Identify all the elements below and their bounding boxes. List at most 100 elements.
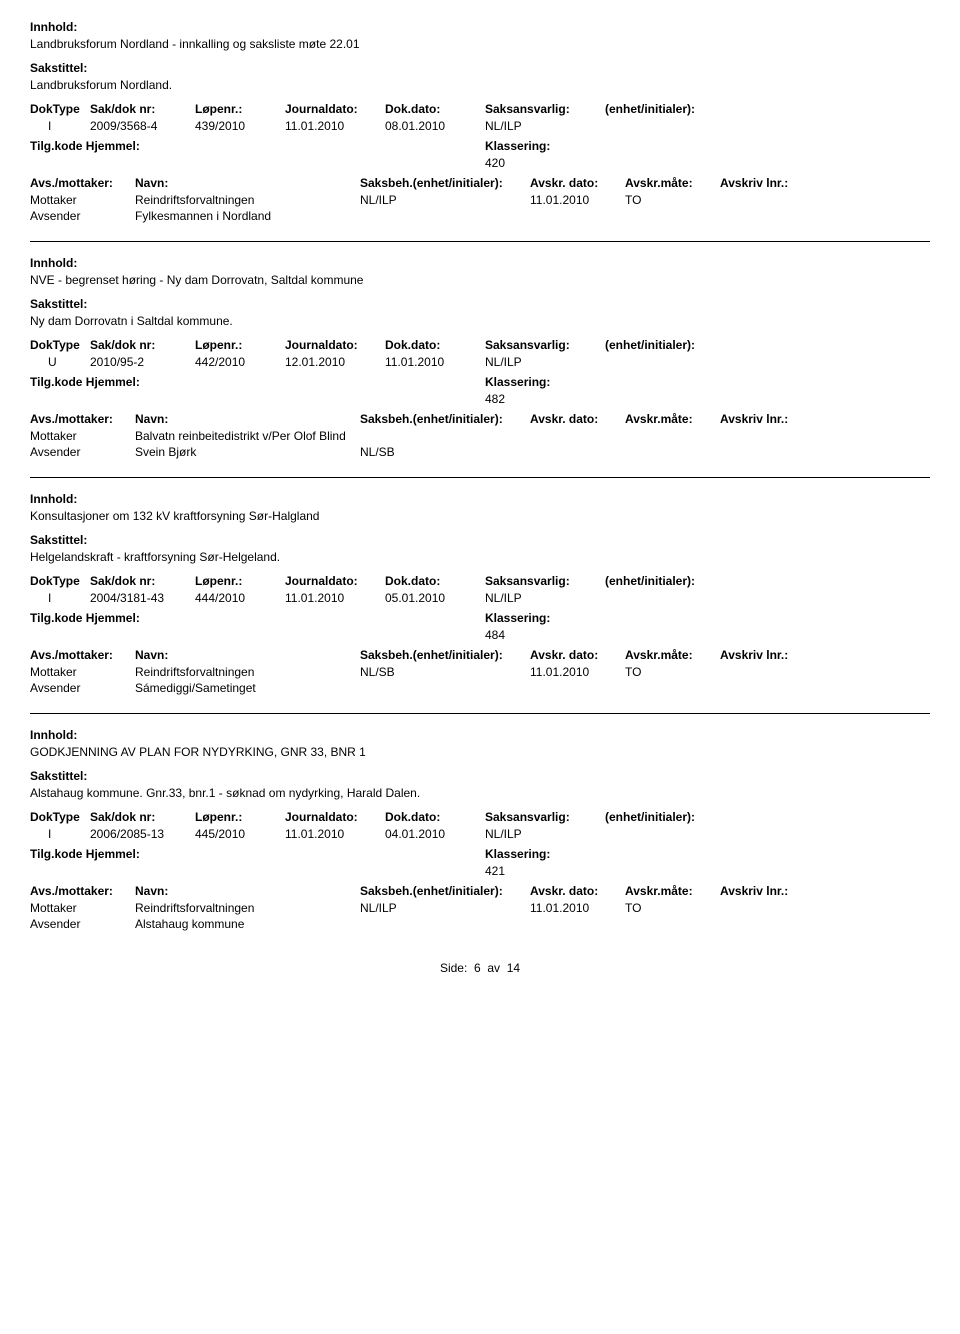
avsmot-row: AvsenderSámediggi/Sametinget <box>30 681 930 695</box>
party-navn: Balvatn reinbeitedistrikt v/Per Olof Bli… <box>135 429 360 443</box>
party-role: Avsender <box>30 681 135 695</box>
avskrmate-label: Avskr.måte: <box>625 412 720 426</box>
saksansvarlig-header: Saksansvarlig: <box>485 338 605 352</box>
avsmot-label: Avs./mottaker: <box>30 648 135 662</box>
lopenr-header: Løpenr.: <box>195 810 285 824</box>
navn-label: Navn: <box>135 648 360 662</box>
party-saksbeh: NL/ILP <box>360 901 530 915</box>
party-saksbeh: NL/ILP <box>360 193 530 207</box>
saksbeh-label: Saksbeh.(enhet/initialer): <box>360 412 530 426</box>
party-role: Mottaker <box>30 665 135 679</box>
navn-label: Navn: <box>135 412 360 426</box>
doktype-value: I <box>30 591 90 605</box>
avskrmate-label: Avskr.måte: <box>625 176 720 190</box>
party-role: Avsender <box>30 445 135 459</box>
party-saksbeh <box>360 681 530 695</box>
record-separator <box>30 713 930 714</box>
dokdato-value: 04.01.2010 <box>385 827 485 841</box>
saksansvarlig-value: NL/ILP <box>485 591 605 605</box>
avsmot-header-row: Avs./mottaker:Navn:Saksbeh.(enhet/initia… <box>30 648 930 662</box>
lopenr-value: 442/2010 <box>195 355 285 369</box>
innhold-text: NVE - begrenset høring - Ny dam Dorrovat… <box>30 273 930 287</box>
footer-page: 6 <box>474 961 481 975</box>
tilgkode-hjemmel-label: Tilg.kode Hjemmel: <box>30 847 185 861</box>
dokdato-value: 08.01.2010 <box>385 119 485 133</box>
journal-record: Innhold:Konsultasjoner om 132 kV kraftfo… <box>30 492 930 695</box>
tilgkode-hjemmel-label: Tilg.kode Hjemmel: <box>30 375 185 389</box>
party-avskrmate <box>625 681 720 695</box>
enhet-header: (enhet/initialer): <box>605 102 755 116</box>
innhold-label: Innhold: <box>30 256 930 270</box>
klassering-value: 420 <box>30 156 930 170</box>
party-avskrdato: 11.01.2010 <box>530 901 625 915</box>
sakdok-header: Sak/dok nr: <box>90 338 195 352</box>
avsmot-header-row: Avs./mottaker:Navn:Saksbeh.(enhet/initia… <box>30 884 930 898</box>
sakstittel-label: Sakstittel: <box>30 533 930 547</box>
sakstittel-text: Landbruksforum Nordland. <box>30 78 930 92</box>
saksbeh-label: Saksbeh.(enhet/initialer): <box>360 648 530 662</box>
party-navn: Reindriftsforvaltningen <box>135 193 360 207</box>
lopenr-header: Løpenr.: <box>195 574 285 588</box>
footer-side-label: Side: <box>440 961 467 975</box>
avskrlnr-label: Avskriv lnr.: <box>720 648 810 662</box>
party-avskrmate <box>625 209 720 223</box>
party-navn: Sámediggi/Sametinget <box>135 681 360 695</box>
journaldato-value: 12.01.2010 <box>285 355 385 369</box>
innhold-text: Landbruksforum Nordland - innkalling og … <box>30 37 930 51</box>
journaldato-value: 11.01.2010 <box>285 827 385 841</box>
avsmot-label: Avs./mottaker: <box>30 176 135 190</box>
sakstittel-label: Sakstittel: <box>30 297 930 311</box>
party-avskrmate <box>625 917 720 931</box>
doktype-value: I <box>30 827 90 841</box>
innhold-text: GODKJENNING AV PLAN FOR NYDYRKING, GNR 3… <box>30 745 930 759</box>
sakdok-header: Sak/dok nr: <box>90 810 195 824</box>
party-avskrmate: TO <box>625 665 720 679</box>
doktype-header: DokType <box>30 810 90 824</box>
avsmot-row: MottakerBalvatn reinbeitedistrikt v/Per … <box>30 429 930 443</box>
avskrmate-label: Avskr.måte: <box>625 648 720 662</box>
meta-header-row: DokTypeSak/dok nr:Løpenr.:Journaldato:Do… <box>30 810 930 824</box>
meta-value-row: I2006/2085-13445/201011.01.201004.01.201… <box>30 827 930 841</box>
sakdok-value: 2004/3181-43 <box>90 591 195 605</box>
avsmot-row: AvsenderSvein BjørkNL/SB <box>30 445 930 459</box>
party-saksbeh: NL/SB <box>360 665 530 679</box>
saksbeh-label: Saksbeh.(enhet/initialer): <box>360 884 530 898</box>
meta-value-row: U2010/95-2442/201012.01.201011.01.2010NL… <box>30 355 930 369</box>
avsmot-header-row: Avs./mottaker:Navn:Saksbeh.(enhet/initia… <box>30 412 930 426</box>
avsmot-row: MottakerReindriftsforvaltningenNL/ILP11.… <box>30 901 930 915</box>
party-avskrmate: TO <box>625 193 720 207</box>
innhold-label: Innhold: <box>30 728 930 742</box>
klassering-value: 484 <box>30 628 930 642</box>
sakdok-value: 2006/2085-13 <box>90 827 195 841</box>
journal-record: Innhold: GODKJENNING AV PLAN FOR NYDYRKIN… <box>30 728 930 931</box>
party-saksbeh <box>360 209 530 223</box>
saksansvarlig-value: NL/ILP <box>485 355 605 369</box>
meta-header-row: DokTypeSak/dok nr:Løpenr.:Journaldato:Do… <box>30 102 930 116</box>
meta-header-row: DokTypeSak/dok nr:Løpenr.:Journaldato:Do… <box>30 574 930 588</box>
innhold-label: Innhold: <box>30 20 930 34</box>
avsmot-row: MottakerReindriftsforvaltningenNL/ILP11.… <box>30 193 930 207</box>
lopenr-header: Løpenr.: <box>195 338 285 352</box>
dokdato-header: Dok.dato: <box>385 102 485 116</box>
doktype-value: U <box>30 355 90 369</box>
tilg-row: Tilg.kode Hjemmel:Klassering: <box>30 375 930 389</box>
saksansvarlig-header: Saksansvarlig: <box>485 102 605 116</box>
klassering-value: 482 <box>30 392 930 406</box>
journaldato-header: Journaldato: <box>285 102 385 116</box>
innhold-text: Konsultasjoner om 132 kV kraftforsyning … <box>30 509 930 523</box>
meta-value-row: I2009/3568-4439/201011.01.201008.01.2010… <box>30 119 930 133</box>
doktype-header: DokType <box>30 102 90 116</box>
avsmot-row: MottakerReindriftsforvaltningenNL/SB11.0… <box>30 665 930 679</box>
party-navn: Alstahaug kommune <box>135 917 360 931</box>
party-avskrdato <box>530 681 625 695</box>
avskrmate-label: Avskr.måte: <box>625 884 720 898</box>
avsmot-label: Avs./mottaker: <box>30 412 135 426</box>
klassering-label: Klassering: <box>185 139 485 153</box>
journaldato-value: 11.01.2010 <box>285 119 385 133</box>
avsmot-row: AvsenderAlstahaug kommune <box>30 917 930 931</box>
party-saksbeh: NL/SB <box>360 445 530 459</box>
party-navn: Fylkesmannen i Nordland <box>135 209 360 223</box>
saksansvarlig-value: NL/ILP <box>485 827 605 841</box>
dokdato-header: Dok.dato: <box>385 810 485 824</box>
party-avskrdato: 11.01.2010 <box>530 665 625 679</box>
